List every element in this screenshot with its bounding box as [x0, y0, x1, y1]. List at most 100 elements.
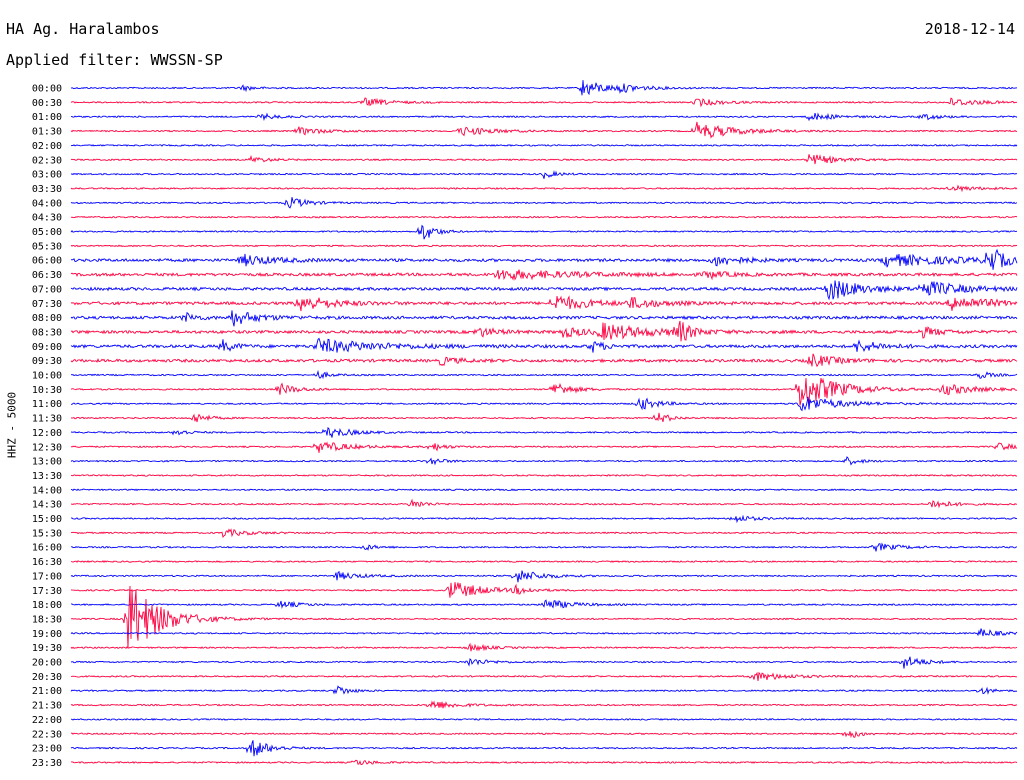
trace-row — [70, 353, 1018, 368]
trace-row — [70, 456, 1018, 466]
row-time-label: 21:00 — [32, 686, 62, 697]
trace-row — [70, 97, 1018, 108]
trace-row — [70, 671, 1018, 681]
trace-row — [70, 474, 1018, 477]
trace-row — [70, 570, 1018, 583]
trace-row — [70, 759, 1018, 765]
trace-row — [70, 224, 1018, 240]
row-time-label: 23:30 — [32, 758, 62, 769]
trace-row — [70, 396, 1018, 412]
row-time-label: 22:00 — [32, 715, 62, 726]
row-time-label: 08:30 — [32, 327, 62, 338]
trace-row — [70, 586, 1018, 649]
trace-row — [70, 295, 1018, 312]
row-time-label: 15:00 — [32, 514, 62, 525]
trace-row — [70, 280, 1018, 301]
trace-row — [70, 248, 1018, 270]
trace-row — [70, 369, 1018, 380]
trace-row — [70, 80, 1018, 96]
trace-row — [70, 528, 1018, 538]
row-time-label: 09:00 — [32, 342, 62, 353]
trace-row — [70, 184, 1018, 193]
row-time-label: 12:00 — [32, 428, 62, 439]
trace-row — [70, 121, 1018, 139]
row-time-label: 04:00 — [32, 198, 62, 209]
row-time-label: 06:30 — [32, 270, 62, 281]
row-time-label: 19:00 — [32, 629, 62, 640]
row-time-label: 09:30 — [32, 356, 62, 367]
row-time-label: 22:30 — [32, 729, 62, 740]
trace-row — [70, 740, 1018, 757]
row-time-label: 18:00 — [32, 600, 62, 611]
date-label: 2018-12-14 — [924, 20, 1015, 38]
trace-row — [70, 582, 1018, 598]
row-time-label: 21:30 — [32, 701, 62, 712]
row-time-label: 13:30 — [32, 471, 62, 482]
time-tick-labels: 00:00 00:30 01:00 01:30 02:00 02:30 03:00 03:30… — [32, 84, 62, 769]
trace-row — [70, 112, 1018, 122]
trace-group — [70, 80, 1018, 765]
row-time-label: 20:30 — [32, 672, 62, 683]
trace-row — [70, 269, 1018, 281]
row-time-label: 05:00 — [32, 227, 62, 238]
row-time-label: 01:00 — [32, 112, 62, 123]
row-time-label: 01:30 — [32, 127, 62, 138]
row-time-label: 10:00 — [32, 371, 62, 382]
row-time-label: 08:00 — [32, 313, 62, 324]
row-time-label: 03:00 — [32, 170, 62, 181]
trace-row — [70, 717, 1018, 721]
row-time-label: 11:30 — [32, 414, 62, 425]
trace-row — [70, 337, 1018, 353]
trace-row — [70, 310, 1018, 327]
row-time-label: 02:30 — [32, 155, 62, 166]
row-time-label: 07:30 — [32, 299, 62, 310]
row-time-label: 00:00 — [32, 84, 62, 95]
trace-row — [70, 628, 1018, 637]
row-time-label: 16:00 — [32, 543, 62, 554]
trace-row — [70, 154, 1018, 165]
trace-row — [70, 197, 1018, 209]
trace-row — [70, 656, 1018, 669]
row-time-label: 04:30 — [32, 213, 62, 224]
row-time-label: 02:00 — [32, 141, 62, 152]
trace-row — [70, 244, 1018, 248]
trace-row — [70, 215, 1018, 219]
trace-row — [70, 514, 1018, 524]
row-time-label: 10:30 — [32, 385, 62, 396]
trace-row — [70, 542, 1018, 552]
row-time-label: 14:00 — [32, 485, 62, 496]
row-time-label: 19:30 — [32, 643, 62, 654]
trace-row — [70, 560, 1018, 564]
trace-row — [70, 498, 1018, 509]
station-title: HA Ag. Haralambos — [6, 20, 160, 38]
row-time-label: 11:00 — [32, 399, 62, 410]
row-time-label: 03:30 — [32, 184, 62, 195]
trace-row — [70, 441, 1018, 453]
trace-row — [70, 426, 1018, 438]
trace-row — [70, 730, 1018, 739]
row-time-label: 07:00 — [32, 284, 62, 295]
trace-row — [70, 685, 1018, 695]
trace-row — [70, 320, 1018, 342]
filter-label: Applied filter: WWSSN-SP — [6, 51, 223, 69]
row-time-label: 06:00 — [32, 256, 62, 267]
trace-row — [70, 700, 1018, 709]
row-time-label: 14:30 — [32, 500, 62, 511]
trace-row — [70, 143, 1018, 147]
row-time-label: 23:00 — [32, 744, 62, 755]
trace-row — [70, 170, 1018, 179]
trace-row — [70, 488, 1018, 492]
row-time-label: 18:30 — [32, 614, 62, 625]
row-time-label: 05:30 — [32, 241, 62, 252]
row-time-label: 16:30 — [32, 557, 62, 568]
trace-row — [70, 599, 1018, 609]
row-time-label: 13:00 — [32, 457, 62, 468]
row-time-label: 15:30 — [32, 528, 62, 539]
row-time-label: 20:00 — [32, 658, 62, 669]
trace-row — [70, 642, 1018, 652]
trace-row — [70, 412, 1018, 423]
row-time-label: 12:30 — [32, 442, 62, 453]
row-time-label: 17:00 — [32, 571, 62, 582]
row-time-label: 17:30 — [32, 586, 62, 597]
